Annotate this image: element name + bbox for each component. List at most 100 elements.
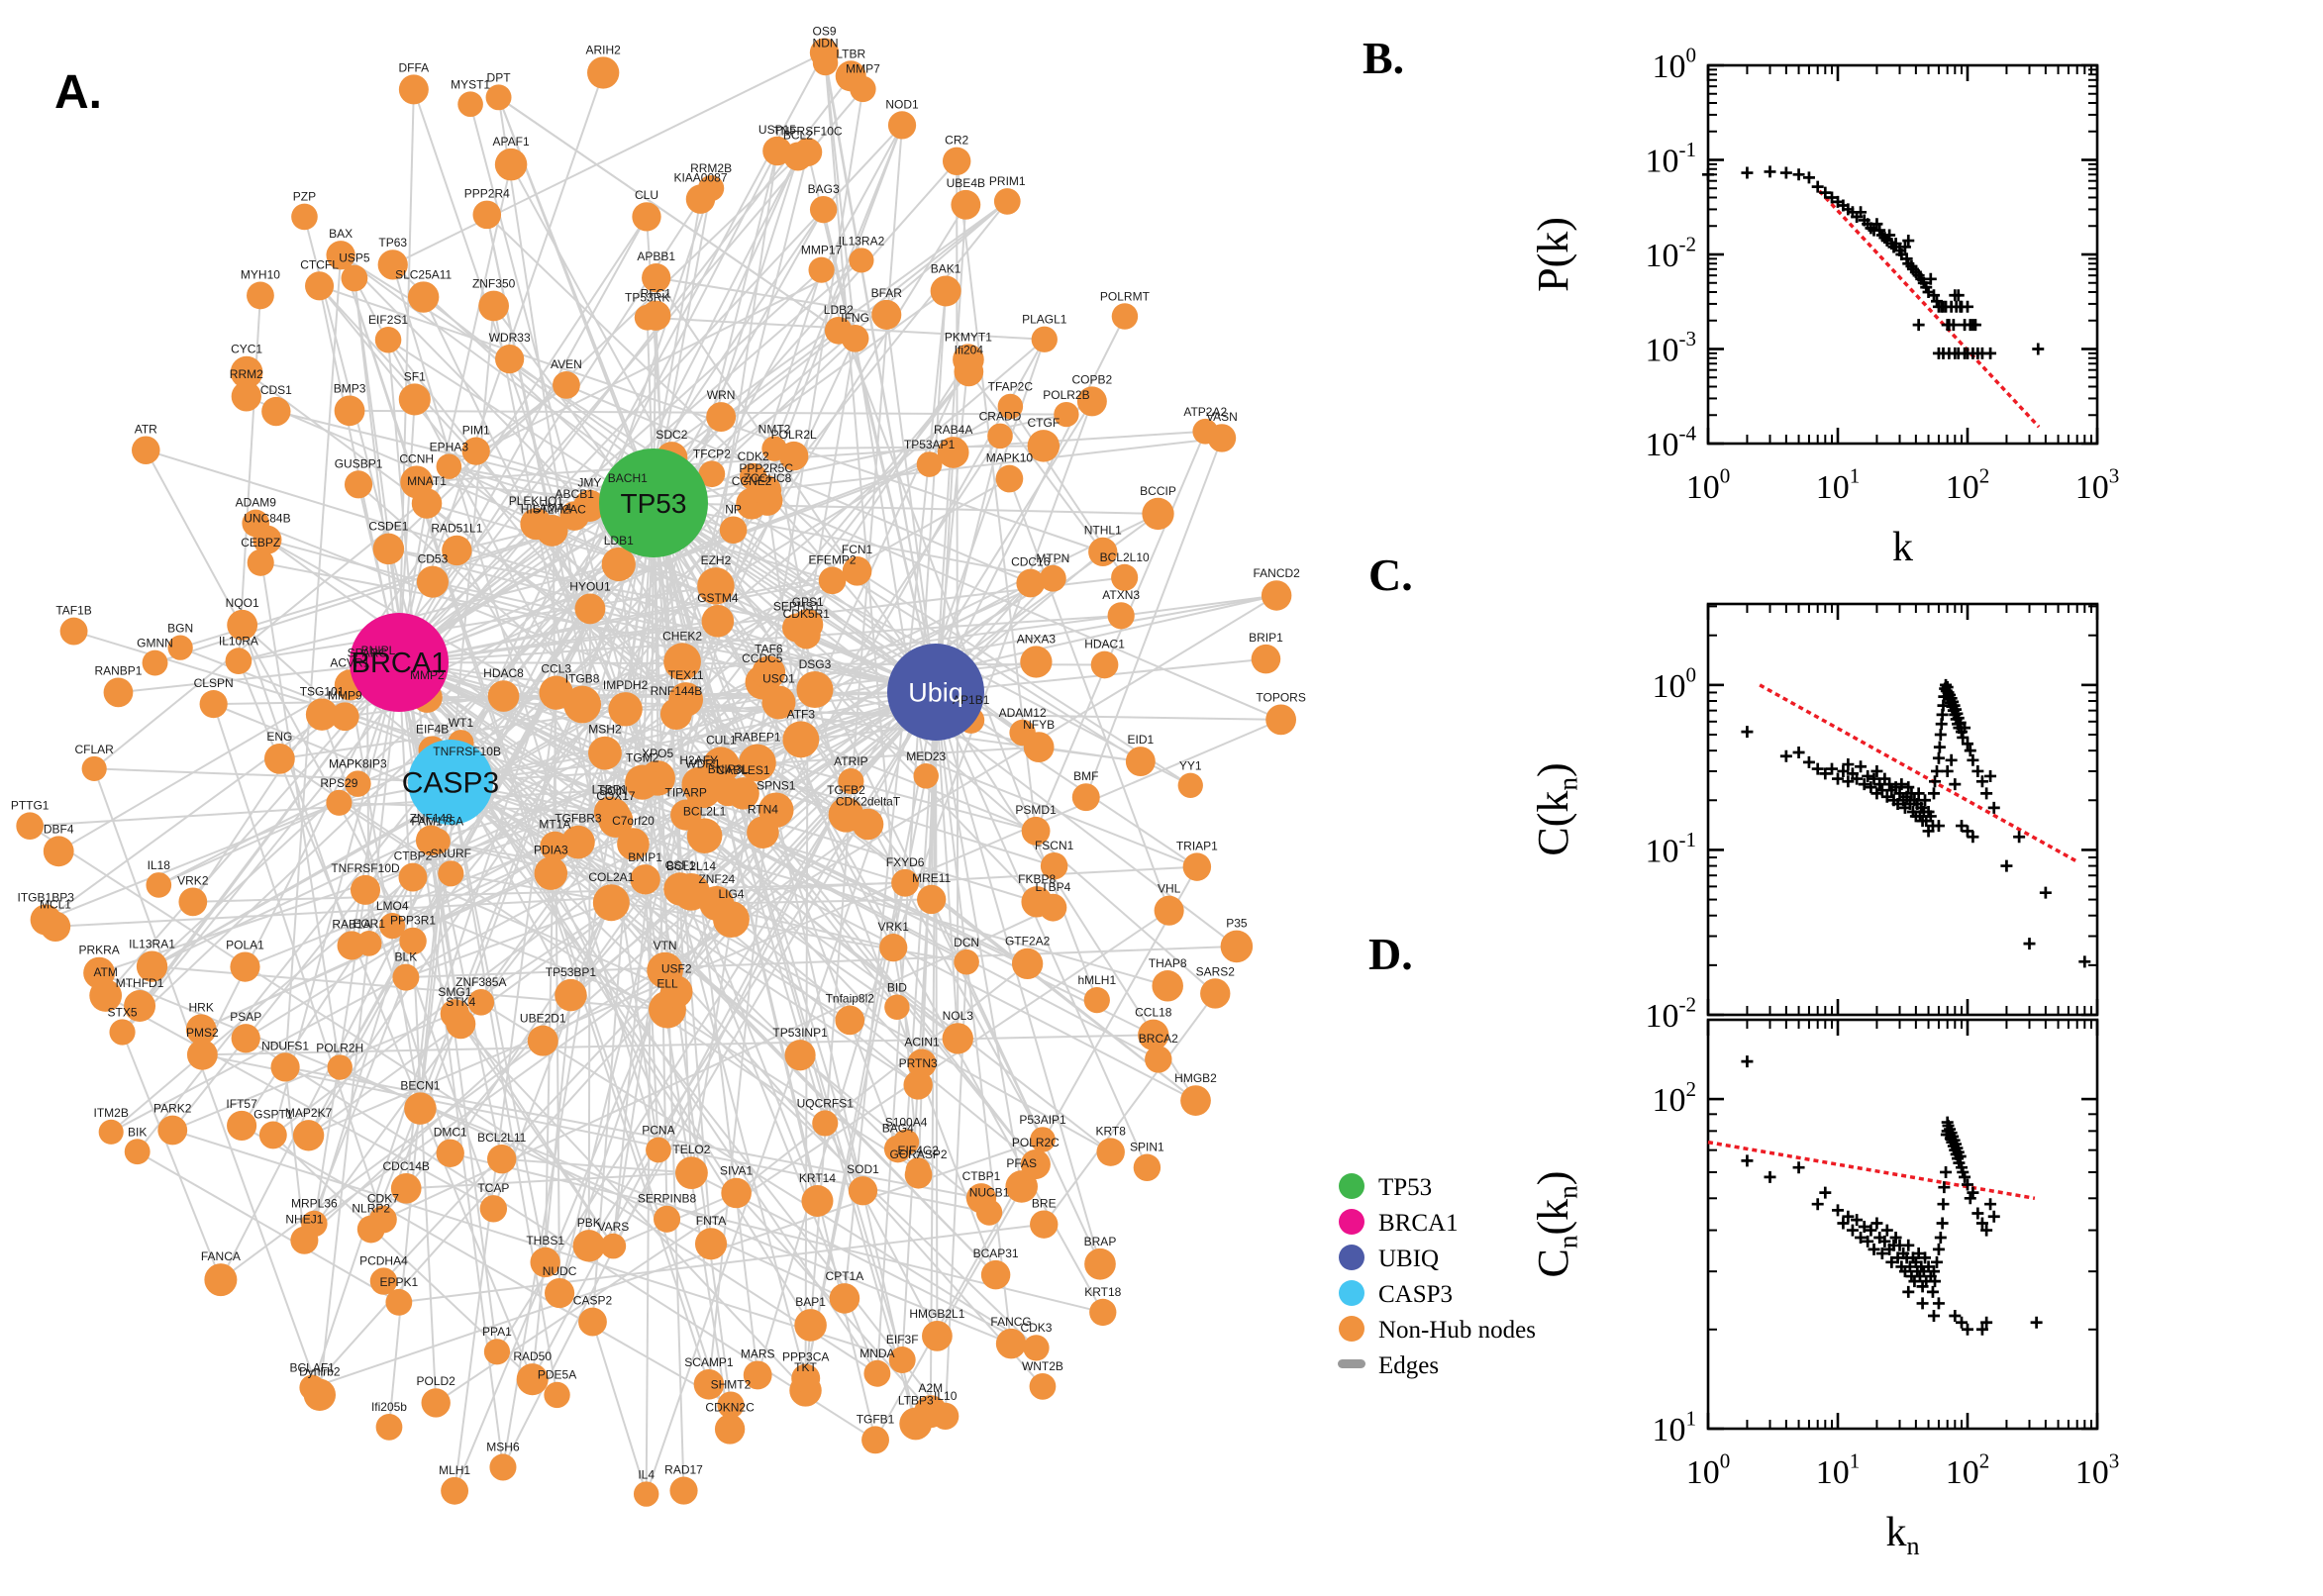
network-node[interactable] [863,1359,891,1387]
network-node[interactable] [1016,568,1046,598]
network-node[interactable] [698,460,726,488]
network-node[interactable] [185,1014,217,1046]
network-node[interactable] [713,776,744,807]
network-node[interactable] [809,195,838,224]
network-node[interactable] [330,702,359,732]
network-node[interactable] [654,1205,681,1233]
network-node[interactable] [574,593,606,625]
network-node[interactable] [812,1110,839,1137]
network-node[interactable] [142,649,168,676]
network-node[interactable] [43,836,74,867]
network-node[interactable] [258,1121,287,1149]
network-node[interactable] [633,1481,659,1507]
network-node[interactable] [436,453,462,479]
network-node[interactable] [326,241,355,270]
network-node[interactable] [721,1177,752,1209]
network-node[interactable] [784,1040,816,1071]
network-node[interactable] [791,1363,821,1393]
network-node[interactable] [1084,1247,1116,1280]
network-node[interactable] [421,1388,451,1418]
network-node[interactable] [1023,732,1055,763]
network-node[interactable] [713,901,750,939]
network-node[interactable] [146,872,172,898]
network-node[interactable] [1029,1372,1057,1400]
network-node[interactable] [587,56,620,89]
network-node[interactable] [545,1277,575,1309]
network-node[interactable] [801,1184,834,1217]
network-node[interactable] [345,770,371,797]
network-node[interactable] [442,535,472,566]
network-node[interactable] [828,796,864,833]
network-node[interactable] [291,203,318,231]
network-node[interactable] [199,690,228,719]
network-node[interactable] [478,290,509,322]
network-node[interactable] [835,1005,865,1036]
network-node[interactable] [404,1092,437,1125]
network-node[interactable] [374,326,402,353]
network-node[interactable] [375,1413,403,1441]
network-node[interactable] [1154,895,1184,926]
network-node[interactable] [369,1267,398,1295]
network-node[interactable] [326,789,353,816]
network-node[interactable] [953,344,984,376]
hub-node-casp3[interactable] [408,740,493,825]
network-node[interactable] [884,994,910,1020]
network-node[interactable] [913,763,939,789]
network-node[interactable] [555,978,587,1012]
network-node[interactable] [247,549,274,576]
network-node[interactable] [377,249,408,280]
network-node[interactable] [995,1328,1027,1359]
network-node[interactable] [987,423,1013,449]
network-node[interactable] [694,1228,728,1260]
network-node[interactable] [630,864,660,895]
network-node[interactable] [415,825,447,856]
network-node[interactable] [808,256,835,283]
network-node[interactable] [416,565,449,598]
network-node[interactable] [89,979,123,1012]
network-node[interactable] [1220,930,1254,963]
network-node[interactable] [793,138,823,166]
network-node[interactable] [1054,401,1079,428]
network-node[interactable] [563,685,602,724]
network-node[interactable] [446,1009,476,1040]
network-node[interactable] [1261,580,1292,611]
network-node[interactable] [1083,986,1110,1014]
network-node[interactable] [848,1176,878,1206]
network-node[interactable] [663,643,701,681]
network-node[interactable] [109,1019,136,1046]
network-node[interactable] [292,1120,325,1151]
network-node[interactable] [818,566,847,595]
network-node[interactable] [632,202,661,232]
network-node[interactable] [103,677,134,708]
network-node[interactable] [743,1360,772,1390]
network-node[interactable] [1207,424,1237,452]
network-node[interactable] [739,744,776,782]
network-node[interactable] [81,755,107,782]
network-node[interactable] [1152,969,1183,1002]
network-node[interactable] [937,437,969,468]
network-node[interactable] [714,1414,746,1445]
network-node[interactable] [838,768,864,795]
network-node[interactable] [242,509,270,538]
network-node[interactable] [539,516,568,546]
network-node[interactable] [1111,303,1139,330]
network-node[interactable] [1039,893,1067,922]
network-node[interactable] [305,698,339,731]
network-node[interactable] [686,818,723,853]
network-node[interactable] [1200,978,1231,1009]
network-node[interactable] [842,556,872,586]
network-node[interactable] [1180,1085,1211,1116]
network-node[interactable] [516,1363,549,1396]
network-node[interactable] [263,743,295,774]
network-node[interactable] [301,1210,328,1238]
network-node[interactable] [1023,1335,1050,1361]
network-node[interactable] [399,927,427,955]
network-node[interactable] [1142,497,1174,531]
network-node[interactable] [916,451,943,477]
network-node[interactable] [495,345,525,374]
network-node[interactable] [951,189,981,220]
network-node[interactable] [561,825,595,859]
network-node[interactable] [1090,650,1119,679]
hub-node-tp53[interactable] [599,449,708,557]
network-node[interactable] [751,474,782,506]
